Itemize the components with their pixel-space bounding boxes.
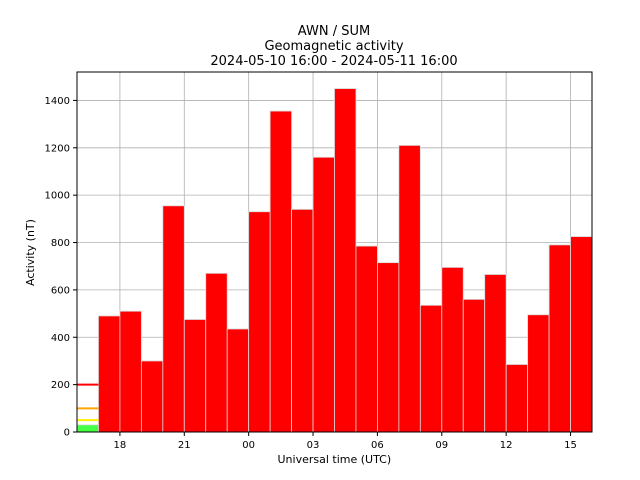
- bar: [484, 274, 507, 433]
- bar: [269, 110, 292, 433]
- bar: [183, 319, 207, 433]
- bars: [76, 88, 593, 433]
- bar: [377, 262, 400, 433]
- bar: [398, 145, 421, 433]
- bar: [76, 424, 99, 433]
- y-axis-ticks: 0 200 400 600 800 1000 1200 1400: [45, 96, 77, 439]
- bar: [441, 266, 464, 433]
- chart-title-line-1: AWN / SUM: [297, 24, 371, 39]
- y-axis-label: Activity (nT): [23, 218, 37, 286]
- chart-title-line-3: 2024-05-10 16:00 - 2024-05-11 16:00: [210, 54, 458, 69]
- bar: [98, 315, 121, 433]
- bar: [162, 205, 185, 433]
- y-tick-label: 1000: [45, 191, 70, 202]
- bar: [355, 245, 378, 433]
- bar: [570, 236, 593, 433]
- y-tick-label: 800: [51, 238, 70, 249]
- bar: [140, 360, 164, 433]
- x-tick-label: 15: [564, 440, 577, 451]
- bar: [205, 272, 228, 433]
- x-tick-label: 03: [307, 440, 320, 451]
- bar: [527, 314, 550, 433]
- bar: [312, 156, 335, 433]
- chart-title-line-2: Geomagnetic activity: [264, 39, 404, 54]
- bar: [462, 298, 486, 433]
- x-tick-label: 12: [500, 440, 513, 451]
- bar: [334, 88, 357, 433]
- y-tick-label: 200: [51, 380, 70, 391]
- x-tick-label: 09: [435, 440, 448, 451]
- x-tick-label: 21: [178, 440, 191, 451]
- x-tick-label: 00: [242, 440, 255, 451]
- y-tick-label: 1400: [45, 96, 70, 107]
- bar: [419, 304, 443, 433]
- bar: [226, 328, 250, 433]
- x-axis-ticks: 18 21 00 03 06 09 12 15: [114, 432, 577, 451]
- y-tick-label: 1200: [45, 143, 70, 154]
- bar: [505, 364, 529, 433]
- x-axis-label: Universal time (UTC): [277, 453, 392, 466]
- bar: [291, 208, 314, 433]
- bar: [248, 211, 271, 433]
- bar: [548, 244, 571, 433]
- y-tick-label: 600: [51, 285, 70, 296]
- threshold-markers: [77, 383, 99, 422]
- x-tick-label: 06: [371, 440, 384, 451]
- y-tick-label: 0: [64, 428, 70, 439]
- bar: [119, 310, 142, 433]
- plot-frame: [76, 71, 593, 433]
- x-tick-label: 18: [114, 440, 127, 451]
- y-tick-label: 400: [51, 333, 70, 344]
